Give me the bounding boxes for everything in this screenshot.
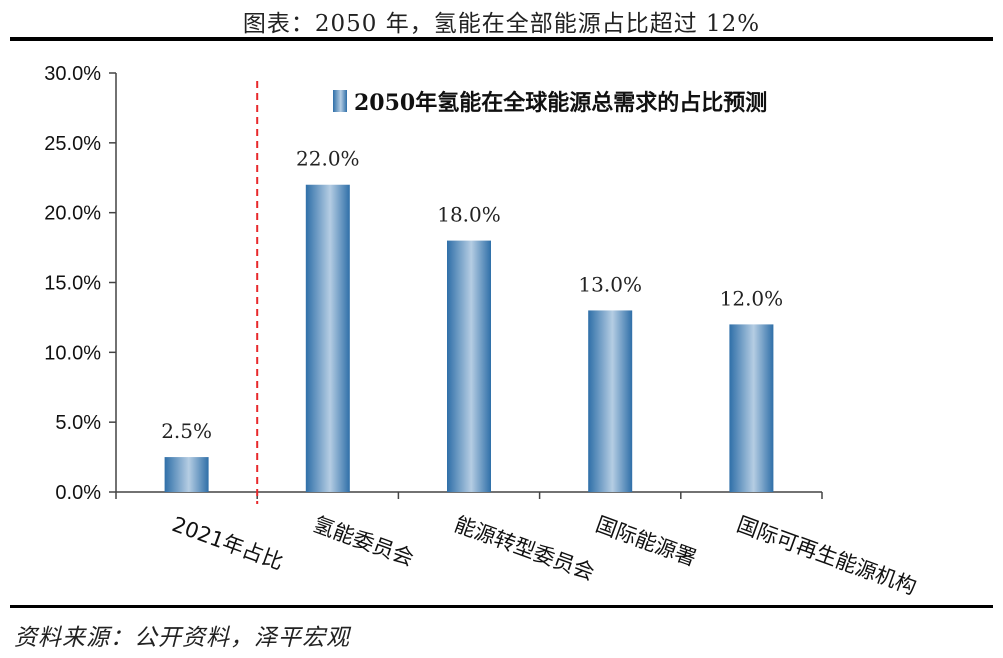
data-label: 2.5% (161, 419, 212, 443)
legend-label: 2050年氢能在全球能源总需求的占比预测 (354, 90, 767, 116)
legend-swatch (333, 90, 347, 112)
y-tick-label: 20.0% (44, 203, 101, 225)
bar (305, 184, 350, 492)
y-tick-label: 5.0% (55, 412, 101, 434)
data-label: 13.0% (578, 272, 642, 296)
category-label: 氢能委员会 (310, 512, 417, 570)
y-tick-label: 10.0% (44, 342, 101, 364)
category-label: 2021年占比 (169, 512, 287, 574)
bar (729, 324, 774, 492)
data-label: 12.0% (720, 286, 784, 310)
bottom-rule (10, 605, 993, 608)
bar (447, 240, 491, 492)
figure-title: 图表：2050 年，氢能在全部能源占比超过 12% (242, 11, 761, 37)
category-label: 国际可再生能源机构 (734, 512, 920, 599)
bar (164, 457, 209, 492)
top-rule (10, 37, 993, 41)
y-tick-label: 15.0% (44, 273, 101, 295)
y-tick-label: 25.0% (44, 133, 101, 155)
data-label: 18.0% (437, 203, 501, 227)
source-note: 资料来源：公开资料，泽平宏观 (14, 625, 350, 651)
bar (588, 310, 633, 492)
bar-chart: 0.0% 5.0% 10.0% 15.0% 20.0% 25.0% 30.0% 2.5% 20… (44, 63, 920, 599)
category-label: 能源转型委员会 (451, 512, 597, 585)
category-label: 国际能源署 (592, 512, 699, 570)
y-tick-label: 30.0% (44, 63, 101, 85)
data-label: 22.0% (296, 147, 360, 171)
y-tick-label: 0.0% (55, 482, 101, 504)
